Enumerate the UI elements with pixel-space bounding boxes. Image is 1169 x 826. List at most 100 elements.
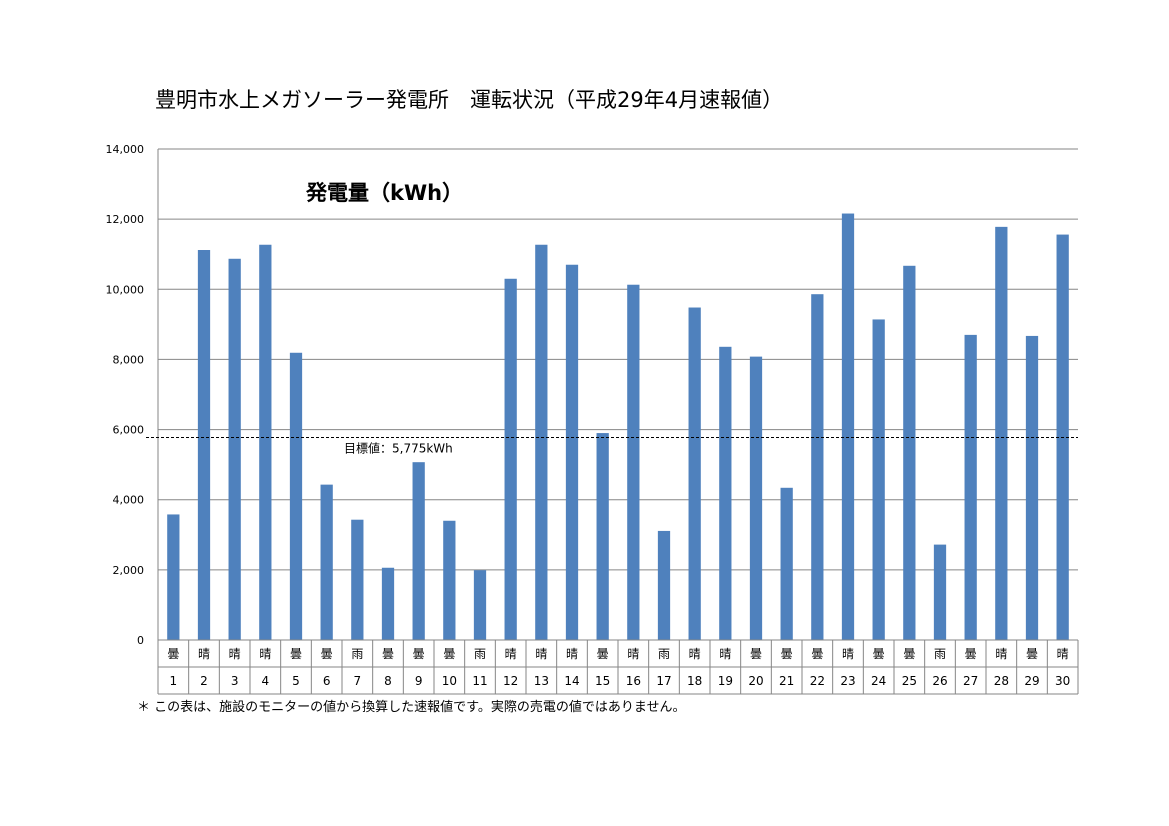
- x-tick-label: 8: [384, 674, 392, 688]
- bar: [289, 352, 303, 640]
- bar: [688, 307, 701, 640]
- bar: [995, 226, 1008, 640]
- x-tick-label: 25: [902, 674, 917, 688]
- weather-label: 雨: [351, 647, 363, 661]
- y-tick-label: 6,000: [113, 424, 145, 437]
- weather-label: 晴: [719, 647, 731, 661]
- x-tick-label: 22: [810, 674, 825, 688]
- x-tick-label: 30: [1055, 674, 1070, 688]
- weather-label: 曇: [965, 647, 977, 661]
- x-tick-label: 5: [292, 674, 300, 688]
- x-tick-label: 28: [994, 674, 1009, 688]
- bar: [228, 258, 241, 640]
- x-tick-label: 19: [718, 674, 733, 688]
- x-tick-label: 14: [564, 674, 579, 688]
- x-tick-label: 21: [779, 674, 794, 688]
- x-tick-label: 6: [323, 674, 331, 688]
- weather-label: 晴: [198, 647, 210, 661]
- weather-label: 晴: [627, 647, 639, 661]
- bar: [381, 567, 395, 640]
- bar: [657, 530, 671, 640]
- weather-label: 晴: [566, 647, 578, 661]
- weather-label: 晴: [1057, 647, 1069, 661]
- x-tick-label: 2: [200, 674, 208, 688]
- bar: [535, 244, 548, 640]
- x-tick-label: 4: [262, 674, 270, 688]
- weather-label: 曇: [873, 647, 885, 661]
- gridlines: [158, 148, 1078, 571]
- weather-label: 曇: [750, 647, 762, 661]
- x-tick-label: 12: [503, 674, 518, 688]
- weather-label: 曇: [597, 647, 609, 661]
- axes: 0 2,000 4,000 6,000 8,000 10,000 12,000 14,000: [106, 143, 159, 647]
- x-tick-label: 3: [231, 674, 239, 688]
- weather-label: 曇: [443, 647, 455, 661]
- weather-label: 曇: [903, 647, 915, 661]
- bar: [443, 520, 456, 640]
- x-tick-label: 11: [472, 674, 487, 688]
- bar: [719, 346, 732, 640]
- weather-label: 晴: [995, 647, 1007, 661]
- weather-label: 曇: [1026, 647, 1038, 661]
- x-tick-label: 26: [932, 674, 947, 688]
- weather-label: 晴: [842, 647, 854, 661]
- bar: [811, 294, 824, 640]
- x-tick-label: 9: [415, 674, 423, 688]
- x-tick-label: 17: [656, 674, 671, 688]
- x-tick-label: 7: [354, 674, 362, 688]
- x-tick-label: 15: [595, 674, 610, 688]
- bars: [167, 213, 1069, 640]
- category-table: 曇 1 晴 2 晴 3 晴 4 曇 5 曇 6 雨 7 曇 8 曇 9 曇 10 雨 11 晴 12 晴 13 晴 14 曇 15 晴 16 雨…: [157, 639, 1079, 695]
- weather-label: 曇: [290, 647, 302, 661]
- x-tick-label: 18: [687, 674, 702, 688]
- weather-label: 曇: [781, 647, 793, 661]
- bar: [964, 334, 977, 640]
- x-tick-label: 20: [748, 674, 763, 688]
- weather-label: 雨: [934, 647, 946, 661]
- x-tick-label: 1: [170, 674, 178, 688]
- weather-label: 晴: [259, 647, 271, 661]
- x-tick-label: 24: [871, 674, 886, 688]
- chart-title: 発電量（kWh）: [306, 181, 464, 205]
- y-tick-label: 10,000: [106, 283, 145, 296]
- bar: [197, 250, 211, 640]
- bar: [351, 519, 364, 640]
- bar: [565, 264, 579, 640]
- bar: [903, 265, 916, 640]
- bar: [167, 514, 180, 640]
- y-tick-label: 4,000: [113, 494, 145, 507]
- weather-label: 晴: [535, 647, 547, 661]
- y-tick-label: 8,000: [113, 353, 145, 366]
- weather-label: 曇: [167, 647, 179, 661]
- bar: [780, 487, 793, 640]
- bar: [872, 319, 885, 640]
- bar: [412, 462, 425, 640]
- target-label: 目標値：5,775kWh: [344, 440, 453, 455]
- page-title: 豊明市水上メガソーラー発電所 運転状況（平成29年4月速報値）: [155, 88, 784, 112]
- x-tick-label: 23: [840, 674, 855, 688]
- x-tick-label: 27: [963, 674, 978, 688]
- x-tick-label: 13: [534, 674, 549, 688]
- weather-label: 雨: [658, 647, 670, 661]
- weather-label: 曇: [321, 647, 333, 661]
- weather-label: 晴: [689, 647, 701, 661]
- weather-label: 曇: [382, 647, 394, 661]
- weather-label: 曇: [413, 647, 425, 661]
- weather-label: 晴: [505, 647, 517, 661]
- y-tick-label: 12,000: [106, 213, 145, 226]
- bar: [933, 544, 947, 640]
- bar: [841, 213, 855, 640]
- bar: [1025, 335, 1039, 640]
- weather-label: 雨: [474, 647, 486, 661]
- weather-label: 曇: [811, 647, 823, 661]
- bar: [320, 484, 333, 640]
- weather-label: 晴: [229, 647, 241, 661]
- y-tick-label: 14,000: [106, 143, 145, 156]
- x-tick-label: 29: [1024, 674, 1039, 688]
- bar: [627, 284, 640, 640]
- target-line-group: 目標値：5,775kWh: [146, 436, 1078, 455]
- bar: [504, 278, 517, 640]
- bar: [259, 244, 272, 640]
- y-tick-label: 0: [137, 634, 144, 647]
